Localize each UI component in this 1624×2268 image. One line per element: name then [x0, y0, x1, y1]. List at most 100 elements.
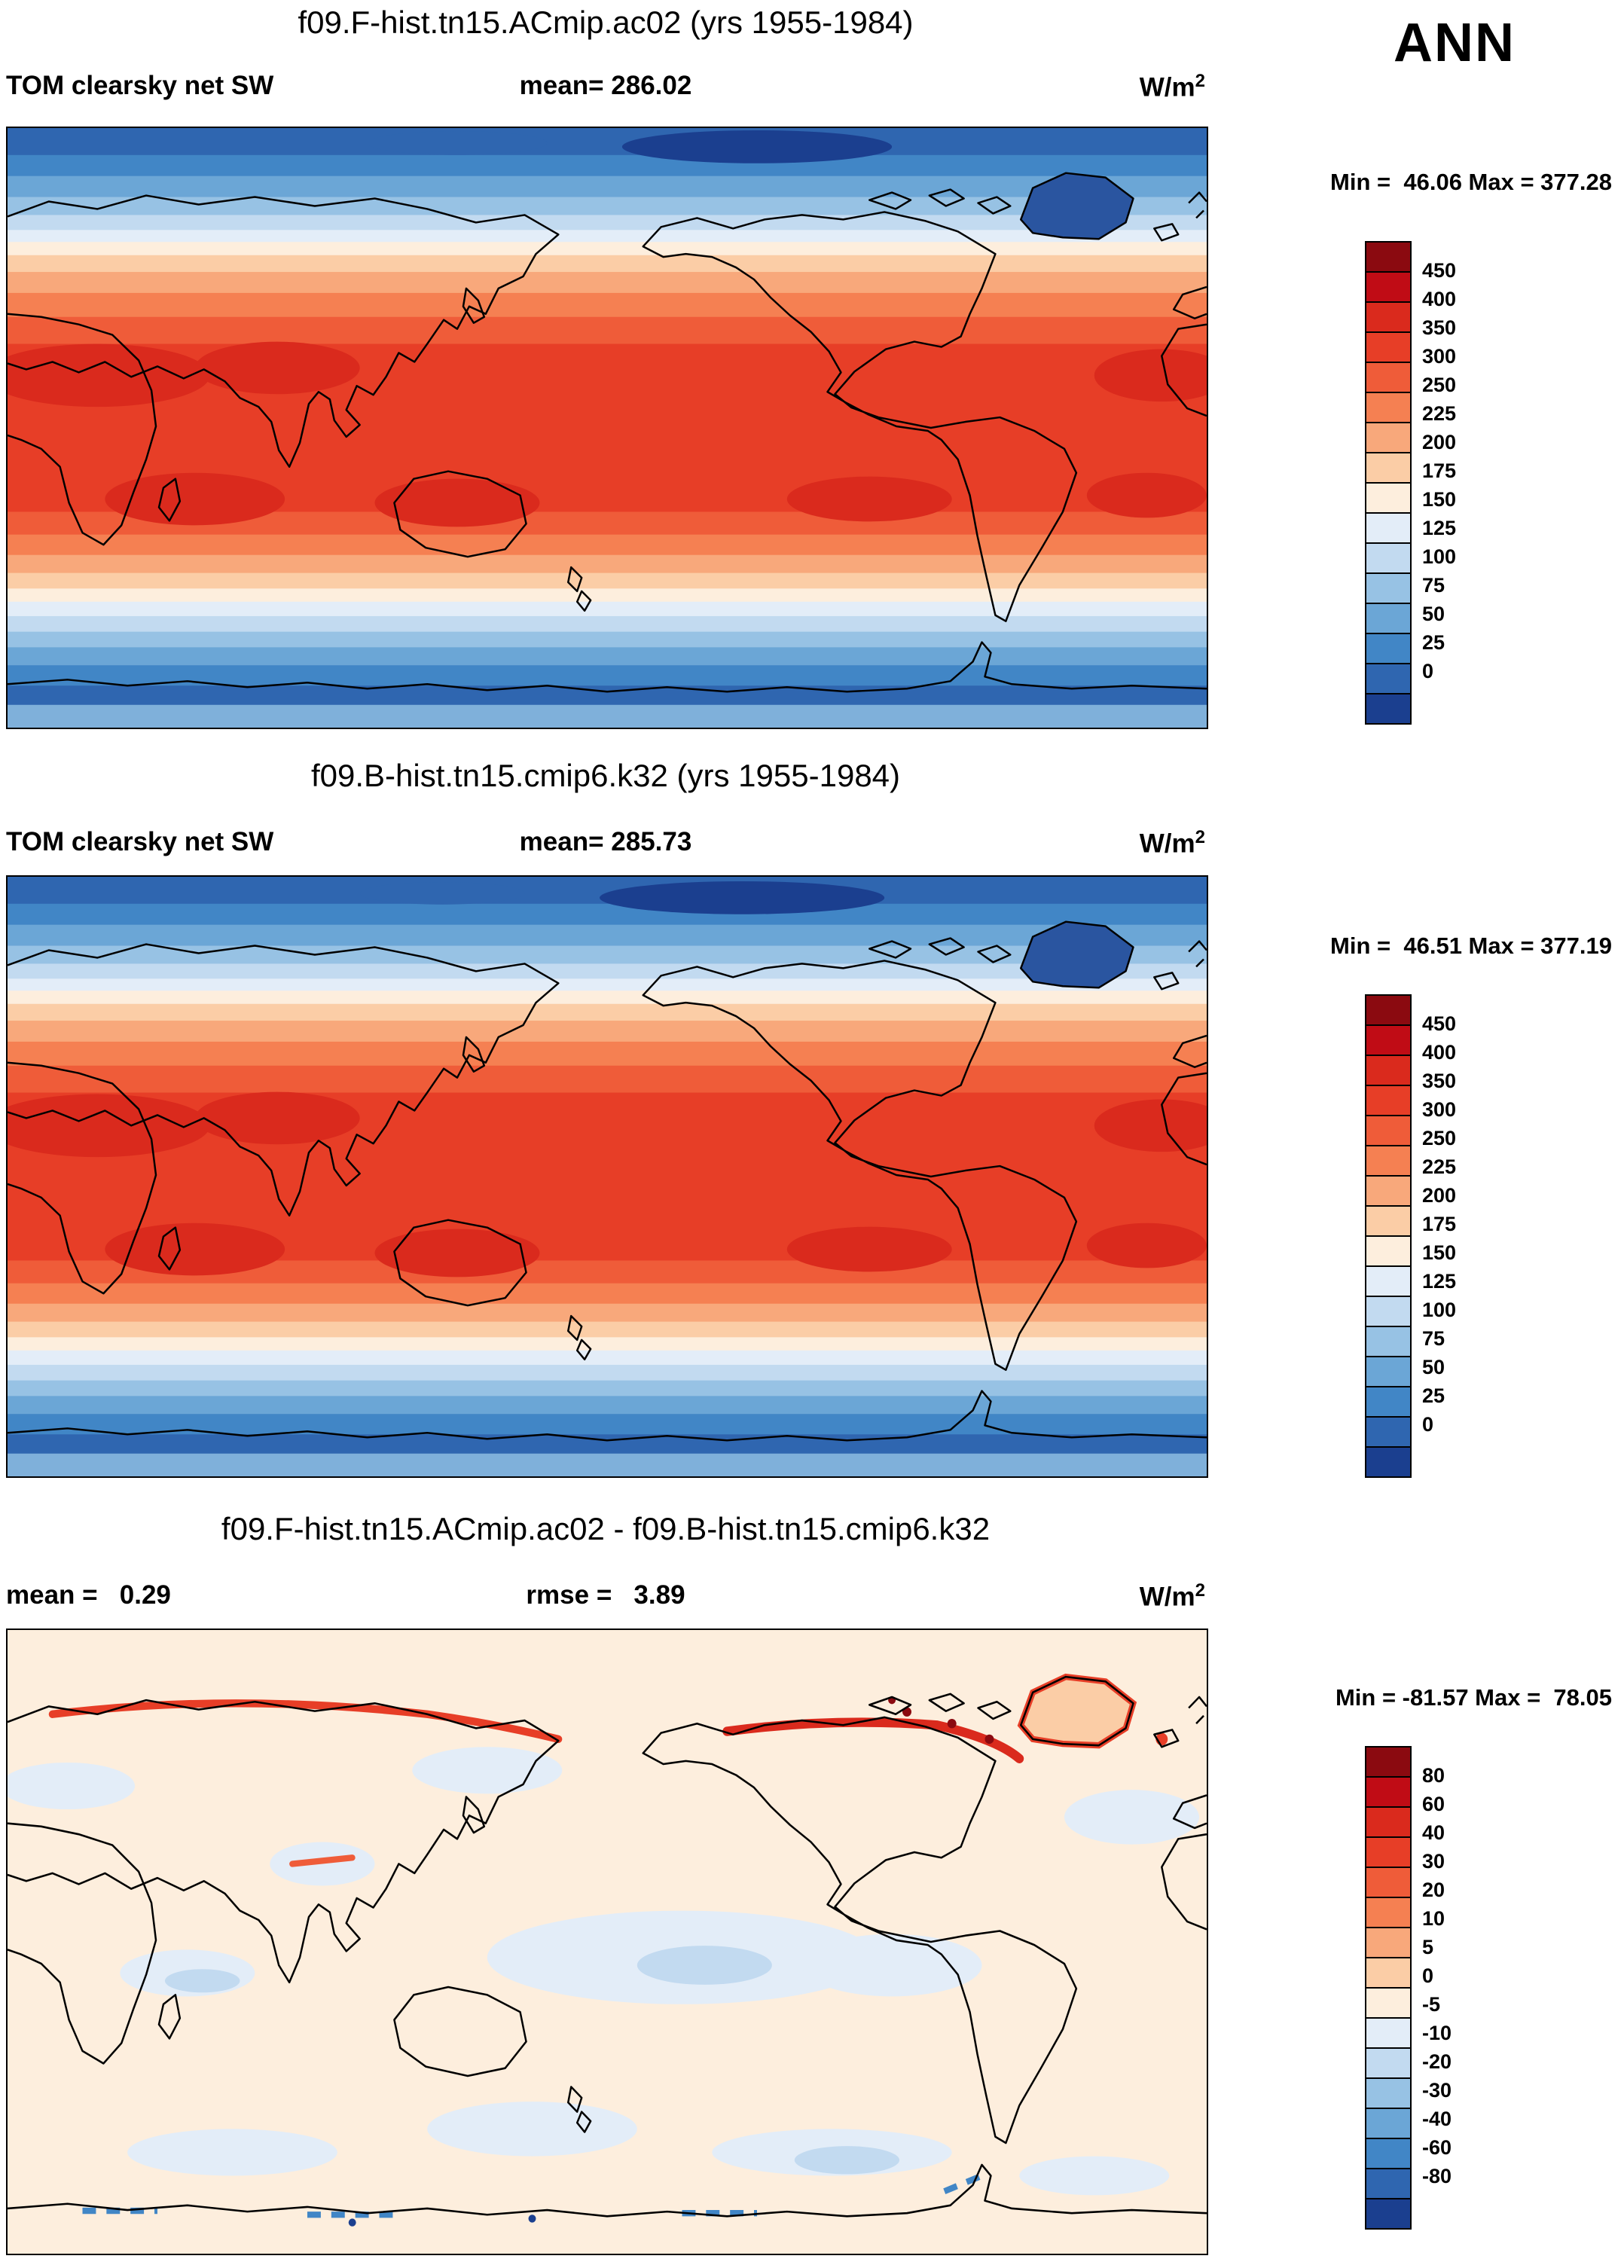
colorbar-box [1366, 634, 1410, 664]
colorbar-box [1366, 514, 1410, 544]
colorbar-tick-label: 150 [1422, 488, 1457, 511]
contour-band [8, 1414, 1207, 1436]
colorbar-box [1366, 544, 1410, 574]
map-overlays [8, 130, 1207, 527]
subtropical-max-patch [1086, 1223, 1207, 1268]
colorbar-box [1366, 1146, 1410, 1177]
colorbar-box [1366, 1868, 1410, 1898]
colorbar-box [1366, 2139, 1410, 2169]
units-base: W/m [1139, 829, 1195, 859]
colorbar-tick-label: 75 [1422, 574, 1445, 597]
subtropical-max-patch [194, 1091, 360, 1145]
colorbar-box [1366, 2109, 1410, 2139]
colorbar-tick-label: 250 [1422, 1127, 1457, 1149]
negative-diff-core [794, 2146, 900, 2175]
mean-stat: mean = 0.29 [6, 1580, 171, 1610]
subtropical-max-patch [1094, 1099, 1207, 1152]
subtropical-max-patch [1094, 349, 1207, 402]
colorbar-tick-label: 25 [1422, 1384, 1445, 1407]
colorbar-tick-label: 400 [1422, 1041, 1457, 1064]
colorbar-box [1366, 363, 1410, 393]
negative-diff-patch [127, 2129, 337, 2176]
map-canvas [8, 1630, 1207, 2254]
colorbar-box [1366, 484, 1410, 514]
negative-extreme-spot [528, 2215, 536, 2223]
map-panel-diff [6, 1629, 1208, 2255]
colorbar-tick-label: 50 [1422, 1356, 1445, 1378]
colorbar-box [1366, 1086, 1410, 1116]
contour-band [8, 176, 1207, 198]
negative-diff-patch [801, 1934, 982, 1997]
colorbar-box [1366, 243, 1410, 273]
contour-band [8, 1303, 1207, 1323]
colorbar-tick-label: 40 [1422, 1821, 1445, 1844]
contour-band [8, 991, 1207, 1005]
minmax-label: Min = 46.06 Max = 377.28 [1330, 169, 1612, 195]
colorbar-tick-label: 125 [1422, 517, 1457, 539]
arctic-dark-patch [621, 130, 893, 163]
colorbar-box [1366, 1928, 1410, 1958]
subtropical-max-patch [105, 472, 285, 526]
colorbar-tick-label: -5 [1422, 1993, 1441, 2016]
contour-band [8, 154, 1207, 177]
map-canvas [8, 877, 1207, 1476]
colorbar-tick-label: 350 [1422, 1070, 1457, 1092]
colorbar-tick-label: 5 [1422, 1936, 1434, 1958]
contour-band [8, 1065, 1207, 1094]
colorbar-box [1366, 453, 1410, 484]
units-label: W/m2 [964, 827, 1205, 859]
colorbar: 450 400 350 300 250 225 200 175 150 125 100 75 50 25 0 [1365, 241, 1508, 725]
subtropical-max-patch [8, 1094, 210, 1158]
negative-diff-core [164, 1969, 240, 1993]
negative-diff-patch [1019, 2156, 1170, 2196]
colorbar-box [1366, 604, 1410, 634]
colorbar-tick-label: 200 [1422, 1184, 1457, 1207]
positive-extreme-spot [984, 1734, 994, 1744]
colorbar-tick-label: 300 [1422, 1098, 1457, 1121]
antarctic-coast-negative-dashes [82, 2172, 983, 2218]
colorbar-box [1366, 2049, 1410, 2079]
contour-band [8, 588, 1207, 603]
colorbar-tick-label: 125 [1422, 1270, 1457, 1293]
colorbar-box [1366, 1056, 1410, 1086]
colorbar-tick-label: 0 [1422, 660, 1434, 682]
contour-band [8, 1041, 1207, 1067]
colorbar-box [1366, 1808, 1410, 1838]
contour-band [8, 1321, 1207, 1339]
colorbar-tick-label: 20 [1422, 1879, 1445, 1901]
subtropical-max-patch [105, 1223, 285, 1276]
colorbar-tick-label: -10 [1422, 2022, 1452, 2044]
colorbar-box [1366, 1237, 1410, 1267]
contour-band [8, 230, 1207, 243]
colorbar-tick-label: 100 [1422, 545, 1457, 568]
subtropical-max-patch [786, 476, 952, 522]
contour-band [8, 903, 1207, 926]
contour-band [8, 601, 1207, 617]
colorbar-tick-label: 0 [1422, 1964, 1434, 1987]
colorbar-tick-label: 400 [1422, 288, 1457, 310]
contour-band [8, 1396, 1207, 1415]
colorbar-boxes [1365, 994, 1412, 1478]
colorbar-box [1366, 1838, 1410, 1868]
contour-band [8, 534, 1207, 556]
colorbar-tick-label: -60 [1422, 2136, 1452, 2159]
colorbar-box [1366, 2019, 1410, 2049]
colorbar-box [1366, 2199, 1410, 2228]
colorbar-tick-label: 10 [1422, 1907, 1445, 1930]
colorbar-box [1366, 423, 1410, 453]
contour-band [8, 1434, 1207, 1455]
contour-band [8, 685, 1207, 706]
contour-band [8, 255, 1207, 273]
colorbar-tick-label: 450 [1422, 1012, 1457, 1035]
arctic-dark-patch [367, 130, 548, 155]
colorbar-box [1366, 1177, 1410, 1207]
panel-case-b: f09.B-hist.tn15.cmip6.k32 (yrs 1955-1984… [0, 752, 1624, 1503]
contour-band [8, 1364, 1207, 1381]
contour-band [8, 1021, 1207, 1042]
negative-diff-patch [8, 1762, 136, 1810]
units-exponent: 2 [1195, 1580, 1205, 1601]
panel-title: f09.F-hist.tn15.ACmip.ac02 (yrs 1955-198… [298, 5, 914, 40]
contour-band [8, 1380, 1207, 1397]
contour-band [8, 945, 1207, 965]
map-panel-b [6, 875, 1208, 1478]
